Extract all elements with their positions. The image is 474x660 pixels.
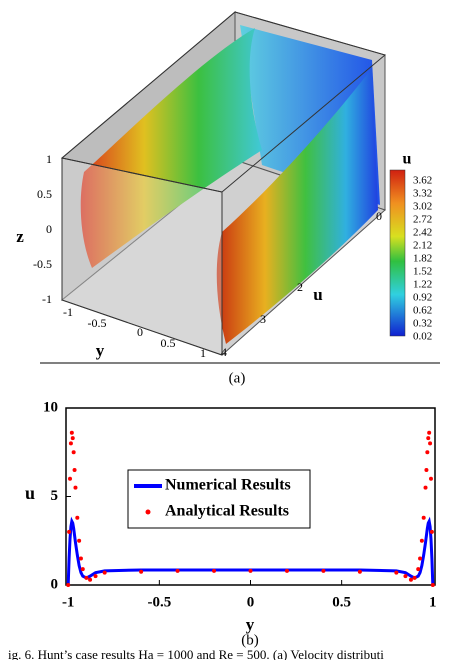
data-point xyxy=(419,538,424,543)
data-point xyxy=(175,568,180,573)
data-point xyxy=(421,515,426,520)
data-point xyxy=(84,575,89,580)
data-point xyxy=(408,577,413,582)
x-tick-label: -0.5 xyxy=(147,594,171,610)
x-tick-label: 0.5 xyxy=(332,594,351,610)
panel-a xyxy=(40,10,440,364)
data-point xyxy=(430,583,435,587)
colorbar-tick-label: 1.82 xyxy=(413,253,432,265)
data-point xyxy=(394,570,399,575)
colorbar-tick-label: 0.92 xyxy=(413,292,432,304)
panel-label: (a) xyxy=(229,370,246,386)
y-tick-label: 5 xyxy=(51,488,59,504)
y-tick-label: 0 xyxy=(137,325,143,339)
data-point xyxy=(403,574,408,579)
data-point xyxy=(66,583,71,587)
y-axis-label: y xyxy=(96,341,105,360)
y-tick-label: 1 xyxy=(200,346,206,360)
u-tick-label: 2 xyxy=(297,280,303,294)
data-point xyxy=(78,556,83,561)
data-point xyxy=(139,569,144,574)
data-point xyxy=(321,568,326,573)
data-point xyxy=(284,568,289,573)
data-line xyxy=(66,516,435,586)
z-axis-label: z xyxy=(16,227,24,246)
data-point xyxy=(68,441,73,446)
legend-label: Analytical Results xyxy=(165,503,289,520)
data-point xyxy=(73,485,78,490)
surface-left xyxy=(80,28,262,268)
data-point xyxy=(77,538,82,543)
legend-box xyxy=(127,469,311,529)
panel-label: (b) xyxy=(241,632,259,648)
colorbar-tick-label: 0.62 xyxy=(413,305,432,317)
colorbar-tick-label: 2.42 xyxy=(413,227,432,239)
data-point xyxy=(212,568,217,573)
data-point xyxy=(67,529,72,534)
colorbar-tick-label: 2.72 xyxy=(413,214,432,226)
data-point xyxy=(425,450,430,455)
z-tick-label: -1 xyxy=(42,292,52,306)
colorbar-tick-label: 3.62 xyxy=(413,175,432,187)
data-point xyxy=(423,485,428,490)
data-point xyxy=(93,574,98,579)
data-point xyxy=(248,568,253,573)
x-tick-label: 1 xyxy=(429,594,437,610)
data-point xyxy=(68,476,73,481)
y-tick-label: 10 xyxy=(43,399,58,415)
legend-marker xyxy=(145,509,151,515)
z-tick-label: -0.5 xyxy=(33,257,52,271)
colorbar-tick-label: 0.02 xyxy=(413,331,432,343)
colorbar-title: u xyxy=(403,151,412,168)
colorbar xyxy=(389,169,406,337)
y-tick-label: -0.5 xyxy=(88,316,107,330)
surface-right xyxy=(216,68,378,344)
data-point xyxy=(418,556,423,561)
colorbar-tick-label: 3.32 xyxy=(413,188,432,200)
data-point xyxy=(424,467,429,472)
data-point xyxy=(357,569,362,574)
data-point xyxy=(428,476,433,481)
x-tick-label: -1 xyxy=(62,594,75,610)
data-point xyxy=(427,430,432,435)
y-tick-label: 0 xyxy=(51,576,59,592)
u-tick-label: 0 xyxy=(376,209,382,223)
colorbar-tick-label: 2.12 xyxy=(413,240,432,252)
box-top xyxy=(60,11,387,193)
data-point xyxy=(72,467,77,472)
data-point xyxy=(75,515,80,520)
data-point xyxy=(428,441,433,446)
u-tick-label: 4 xyxy=(221,345,227,359)
data-point xyxy=(412,575,417,580)
data-point xyxy=(70,436,75,441)
data-point xyxy=(426,436,431,441)
z-tick-label: 1 xyxy=(46,152,52,166)
colorbar-tick-label: 3.02 xyxy=(413,201,432,213)
data-point xyxy=(102,570,107,575)
legend-label: Numerical Results xyxy=(165,477,291,494)
y-axis-label: u xyxy=(25,483,35,503)
colorbar-tick-label: 0.32 xyxy=(413,318,432,330)
data-point xyxy=(429,529,434,534)
caption: ig. 6. Hunt’s case results Ha = 1000 and… xyxy=(8,647,384,660)
x-axis-label: y xyxy=(246,615,255,634)
data-point xyxy=(71,450,76,455)
z-tick-label: 0.5 xyxy=(37,187,52,201)
colorbar-tick-label: 1.22 xyxy=(413,279,432,291)
x-tick-label: 0 xyxy=(247,594,255,610)
data-point xyxy=(416,567,421,572)
data-point xyxy=(69,430,74,435)
y-tick-label: -1 xyxy=(63,305,73,319)
data-point xyxy=(80,567,85,572)
data-point xyxy=(88,577,93,582)
colorbar-tick-label: 1.52 xyxy=(413,266,432,278)
y-tick-label: 0.5 xyxy=(161,336,176,350)
u-axis-label: u xyxy=(313,285,322,304)
z-tick-label: 0 xyxy=(46,222,52,236)
u-tick-label: 3 xyxy=(260,312,266,326)
